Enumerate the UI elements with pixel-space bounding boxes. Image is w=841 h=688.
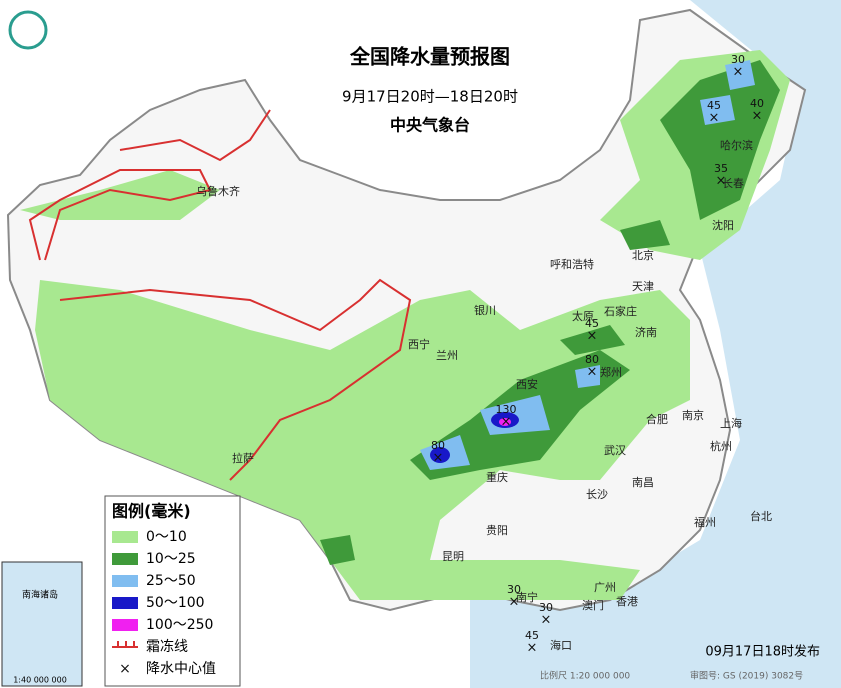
center-value: 30 [507, 583, 521, 596]
city-label: 福州 [694, 515, 716, 529]
city-label: 台北 [750, 509, 772, 523]
rain-zone-medium [320, 60, 780, 565]
title: 全国降水量预报图 [349, 45, 510, 69]
center-value: 35 [714, 162, 728, 175]
city-label: 西安 [516, 377, 538, 391]
legend-box [104, 495, 241, 687]
center-cross: × [509, 595, 520, 610]
city-label: 太原 [572, 310, 594, 323]
map-number: 审图号: GS (2019) 3082号 [690, 670, 803, 682]
center-cross: × [733, 65, 744, 80]
frost-line [59, 278, 412, 481]
subtitle: 9月17日20时—18日20时 [342, 88, 518, 106]
center-cross: × [501, 415, 512, 430]
city-label: 乌鲁木齐 [196, 184, 240, 198]
legend-swatch [112, 553, 138, 565]
center-value: 45 [585, 317, 599, 330]
inset-scale: 1:40 000 000 [13, 676, 67, 685]
legend-cross: × [119, 661, 131, 677]
city-label: 海口 [550, 638, 572, 652]
center-value: 80 [431, 439, 445, 452]
city-label: 哈尔滨 [720, 138, 753, 152]
center-cross: × [527, 641, 538, 656]
frost-lines [28, 109, 412, 481]
legend-swatch [112, 619, 138, 631]
rain-zone-storm [430, 447, 450, 463]
city-label: 广州 [594, 581, 616, 594]
city-label: 济南 [635, 325, 657, 339]
center-value: 40 [750, 97, 764, 110]
release-time: 09月17日18时发布 [705, 644, 820, 660]
center-cross: × [433, 451, 444, 466]
center-cross: × [716, 174, 727, 189]
sea [470, 0, 841, 688]
frost-line [28, 169, 212, 261]
legend-label: 25～50 [146, 573, 196, 589]
inset-box [1, 561, 83, 687]
legend-label: 50～100 [146, 595, 205, 611]
rain-zone-light [35, 280, 690, 600]
legend-frost-symbol [112, 641, 138, 648]
rain-zone-heavy [420, 60, 755, 470]
legend-swatch [112, 575, 138, 587]
legend-label: 霜冻线 [146, 638, 188, 655]
center-value: 80 [585, 353, 599, 366]
city-label: 沈阳 [712, 218, 734, 232]
legend-label: 10～25 [146, 551, 196, 567]
center-value: 130 [496, 403, 517, 416]
rain-zone-light-north [20, 50, 790, 260]
city-label: 合肥 [646, 412, 668, 426]
city-label: 重庆 [486, 470, 508, 484]
center-value: 45 [707, 99, 721, 112]
city-label: 北京 [632, 248, 654, 262]
rain-zone-extreme [499, 418, 511, 426]
city-label: 贵阳 [486, 524, 508, 537]
city-label: 南宁 [516, 590, 538, 604]
city-label: 武汉 [604, 444, 626, 457]
city-label: 上海 [720, 416, 742, 430]
legend-swatch [112, 597, 138, 609]
center-cross: × [587, 365, 598, 380]
city-label: 郑州 [600, 365, 622, 379]
center-cross: × [587, 329, 598, 344]
city-label: 杭州 [710, 439, 732, 453]
legend-label: 100～250 [146, 617, 213, 633]
city-label: 兰州 [436, 349, 458, 362]
city-label: 南京 [682, 408, 704, 422]
center-value: 30 [539, 601, 553, 614]
city-label: 呼和浩特 [550, 257, 594, 271]
city-label: 石家庄 [604, 304, 637, 318]
city-label: 香港 [616, 595, 638, 608]
city-label: 澳门 [582, 598, 604, 612]
city-label: 昆明 [442, 550, 464, 563]
city-label: 银川 [474, 303, 496, 317]
scale: 比例尺 1:20 000 000 [540, 670, 630, 682]
legend-swatch [112, 531, 138, 543]
city-label: 长春 [722, 177, 744, 190]
agency: 中央气象台 [390, 116, 470, 135]
city-label: 天津 [632, 280, 654, 293]
center-cross: × [752, 109, 763, 124]
center-value: 45 [525, 629, 539, 642]
legend-label: 降水中心值 [146, 661, 216, 677]
city-label: 西宁 [408, 337, 430, 351]
legend-title: 图例(毫米) [112, 502, 191, 521]
city-label: 拉萨 [232, 451, 254, 465]
center-cross: × [709, 111, 720, 126]
legend-label: 0～10 [146, 529, 187, 545]
city-label: 长沙 [586, 488, 608, 501]
logo [8, 10, 48, 50]
center-cross: × [541, 613, 552, 628]
center-value: 30 [731, 53, 745, 66]
inset-label: 南海诸岛 [22, 589, 58, 601]
frost-line [119, 109, 271, 162]
city-label: 南昌 [632, 476, 654, 489]
